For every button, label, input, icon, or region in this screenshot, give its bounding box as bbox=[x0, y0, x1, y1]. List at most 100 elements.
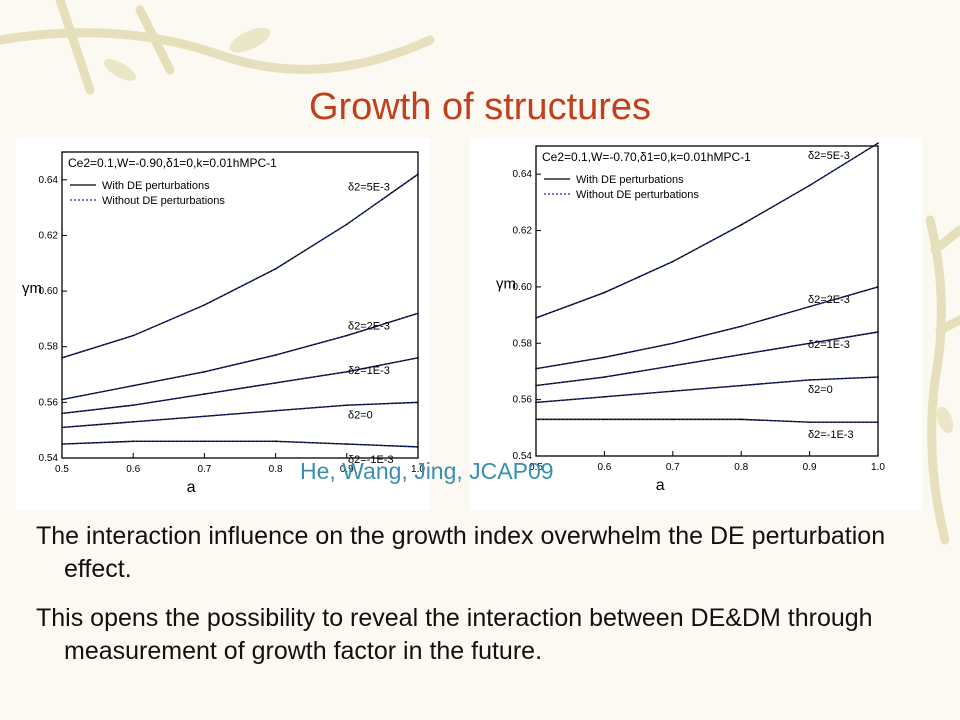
series-point bbox=[740, 418, 742, 421]
series-point bbox=[417, 312, 419, 315]
series-point bbox=[603, 356, 606, 359]
y-tick-label: 0.54 bbox=[513, 451, 533, 462]
series-point bbox=[417, 173, 419, 176]
series-point bbox=[203, 415, 206, 418]
x-tick-label: 0.6 bbox=[126, 464, 140, 475]
y-tick-label: 0.62 bbox=[39, 230, 59, 241]
series-label: δ2=-1E-3 bbox=[808, 429, 854, 441]
series-point bbox=[808, 305, 811, 308]
series-point bbox=[274, 440, 277, 443]
series-point bbox=[61, 443, 63, 445]
series-point bbox=[808, 184, 811, 187]
parameter-annotation: Ce2=0.1,W=-0.90,δ1=0,k=0.01hMPC-1 bbox=[68, 156, 277, 170]
series-point bbox=[346, 370, 348, 373]
legend-label: With DE perturbations bbox=[102, 180, 210, 192]
series-point bbox=[132, 404, 134, 406]
y-tick-label: 0.60 bbox=[39, 286, 59, 297]
x-tick-label: 0.9 bbox=[340, 464, 354, 475]
series-point bbox=[61, 412, 63, 415]
citation-text: He, Wang, Jing, JCAP09 bbox=[300, 458, 554, 484]
x-tick-label: 0.5 bbox=[55, 464, 69, 475]
y-tick-label: 0.64 bbox=[39, 175, 59, 186]
series-point bbox=[535, 418, 537, 421]
series-line-without-de bbox=[61, 173, 419, 359]
legend-label: With DE perturbations bbox=[576, 174, 684, 186]
series-label: δ2=2E-3 bbox=[808, 294, 850, 306]
x-tick-label: 0.7 bbox=[197, 464, 211, 475]
x-tick-label: 0.5 bbox=[529, 462, 543, 473]
y-tick-label: 0.62 bbox=[513, 226, 533, 237]
left-chart: 0.5 0.6 0.7 0.8 0.9 1.0 0.54 0.56 0.58 0.60 0.62 0.… bbox=[22, 151, 425, 496]
series-label: δ2=5E-3 bbox=[348, 181, 390, 193]
y-tick-label: 0.58 bbox=[513, 338, 533, 349]
series-point bbox=[808, 379, 811, 381]
series-point bbox=[274, 409, 277, 412]
series-point bbox=[672, 260, 674, 263]
bullet-2-content: This opens the possibility to reveal the… bbox=[36, 604, 873, 665]
series-point bbox=[603, 418, 606, 421]
series-label: δ2=0 bbox=[808, 384, 833, 396]
plot-frame bbox=[535, 145, 879, 457]
series-line-without-de bbox=[61, 440, 419, 448]
series-point bbox=[346, 334, 348, 337]
plot-frame bbox=[61, 151, 419, 459]
series-point bbox=[808, 342, 811, 345]
y-tick-label: 0.60 bbox=[513, 282, 533, 293]
series-point bbox=[132, 384, 134, 387]
series-point bbox=[808, 421, 811, 423]
series-point bbox=[740, 224, 742, 226]
series-point bbox=[603, 291, 606, 294]
series-line-without-de bbox=[61, 312, 419, 401]
series-point bbox=[603, 396, 606, 398]
series-line-with-de bbox=[535, 142, 879, 319]
series-point bbox=[740, 353, 742, 356]
series-point bbox=[417, 446, 419, 448]
series-point bbox=[61, 426, 63, 429]
series-point bbox=[603, 376, 606, 378]
series-label: δ2=-1E-3 bbox=[348, 454, 394, 466]
series-label: δ2=0 bbox=[348, 409, 373, 421]
series-line-without-de bbox=[535, 376, 879, 404]
slide-title: Growth of structures bbox=[308, 86, 652, 128]
right-chart-panel: 0.5 0.6 0.7 0.8 0.9 1.0 0.54 0.56 0.58 0.60 0.62 0.… bbox=[470, 138, 922, 510]
x-axis-label: a bbox=[187, 479, 196, 496]
x-tick-label: 1.0 bbox=[871, 462, 885, 473]
y-tick-label: 0.54 bbox=[39, 453, 59, 464]
legend-label: Without DE perturbations bbox=[576, 189, 699, 201]
y-axis-label: γm bbox=[22, 280, 42, 297]
left-chart-panel: 0.5 0.6 0.7 0.8 0.9 1.0 0.54 0.56 0.58 0.60 0.62 0.… bbox=[16, 138, 430, 510]
y-tick-label: 0.64 bbox=[513, 169, 533, 180]
y-axis-label: γm bbox=[496, 276, 516, 293]
series-line-without-de bbox=[536, 418, 878, 423]
bullet-1-content: The interaction influence on the growth … bbox=[36, 522, 886, 583]
series-point bbox=[672, 418, 674, 421]
series-point bbox=[672, 365, 674, 367]
series-line-without-de bbox=[535, 331, 879, 387]
series-point bbox=[346, 223, 348, 226]
series-point bbox=[61, 357, 63, 359]
series-point bbox=[740, 325, 742, 328]
x-tick-label: 0.6 bbox=[597, 462, 611, 473]
series-point bbox=[877, 421, 879, 423]
series-label: δ2=1E-3 bbox=[808, 339, 850, 351]
series-point bbox=[877, 286, 879, 288]
y-tick-label: 0.58 bbox=[39, 342, 59, 353]
series-point bbox=[346, 443, 348, 445]
y-tick-label: 0.56 bbox=[39, 397, 59, 408]
series-point bbox=[203, 393, 206, 395]
series-label: δ2=5E-3 bbox=[808, 150, 850, 162]
series-line-without-de bbox=[535, 142, 879, 319]
series-point bbox=[132, 421, 134, 423]
series-point bbox=[535, 401, 537, 404]
series-label: δ2=1E-3 bbox=[348, 365, 390, 377]
series-point bbox=[672, 342, 674, 345]
series-point bbox=[61, 398, 63, 401]
parameter-annotation: Ce2=0.1,W=-0.70,δ1=0,k=0.01hMPC-1 bbox=[542, 150, 751, 164]
series-point bbox=[535, 384, 537, 387]
series-point bbox=[877, 142, 879, 144]
series-point bbox=[132, 334, 134, 337]
x-tick-label: 0.9 bbox=[803, 462, 817, 473]
bullet-text-1: The interaction influence on the growth … bbox=[36, 520, 916, 586]
series-point bbox=[417, 401, 419, 404]
